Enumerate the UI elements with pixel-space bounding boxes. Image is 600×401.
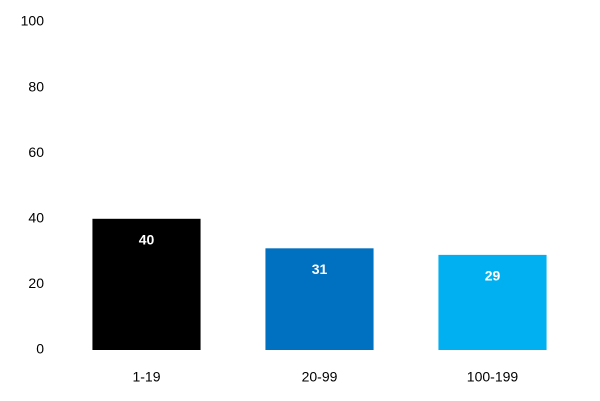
y-tick-label: 60 — [28, 144, 44, 160]
y-tick-label: 20 — [28, 275, 44, 291]
y-tick-label: 0 — [36, 341, 44, 357]
x-tick-label: 100-199 — [467, 369, 519, 385]
x-tick-label: 20-99 — [302, 369, 338, 385]
bar — [438, 254, 547, 350]
value-label: 31 — [312, 261, 328, 277]
value-label: 40 — [139, 232, 155, 248]
y-tick-label: 100 — [21, 13, 45, 29]
bar — [265, 248, 374, 350]
y-tick-label: 80 — [28, 78, 44, 94]
y-tick-label: 40 — [28, 210, 44, 226]
value-label: 29 — [485, 268, 501, 284]
bar — [92, 218, 201, 350]
x-tick-label: 1-19 — [132, 369, 160, 385]
